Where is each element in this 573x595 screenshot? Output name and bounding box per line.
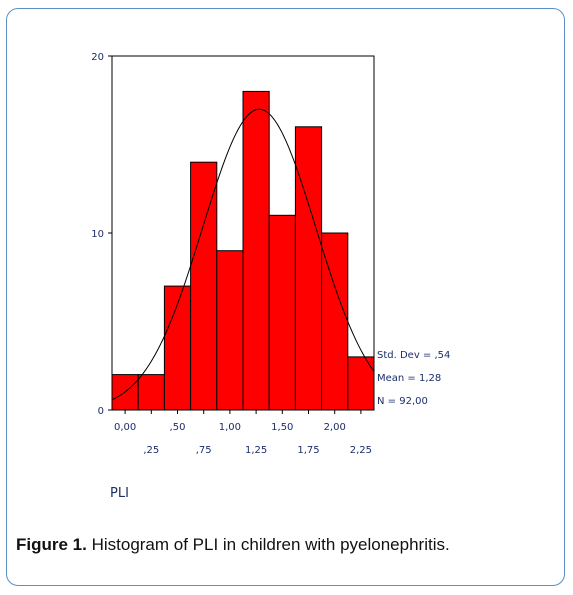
histogram-bar [294, 126, 323, 411]
stats-line: Std. Dev = ,54 [377, 350, 450, 361]
histogram-bar [216, 250, 244, 411]
stats-box: Std. Dev = ,54 Mean = 1,28 N = 92,00 [377, 350, 450, 407]
normal-curve [111, 108, 375, 401]
histogram-bars [111, 90, 375, 411]
histogram-bar [190, 161, 218, 411]
y-axis: 0 10 20 [91, 52, 112, 417]
stats-line: Mean = 1,28 [377, 373, 441, 384]
histogram-bar [347, 356, 375, 411]
histogram-bar [137, 374, 165, 411]
histogram-chart: 0 10 20 0,00 ,50 1,00 1,50 2,00 ,25 ,75 1,25 1,75 2… [91, 52, 450, 501]
x-tick-label: 0,00 [114, 422, 136, 433]
stats-line: N = 92,00 [377, 396, 428, 407]
histogram-bar [268, 214, 296, 411]
figure-label: Figure 1. [16, 535, 87, 554]
x-axis-label: PLI [110, 486, 129, 501]
histogram-bar [242, 90, 270, 411]
x-tick-label: ,50 [170, 422, 186, 433]
x-tick-label: 1,50 [271, 422, 293, 433]
x-tick-label: ,25 [143, 445, 159, 456]
x-tick-label: ,75 [196, 445, 212, 456]
figure-caption: Figure 1. Histogram of PLI in children w… [16, 535, 450, 555]
figure-caption-text: Histogram of PLI in children with pyelon… [86, 535, 450, 554]
y-tick-label: 0 [98, 406, 104, 417]
x-tick-label: 2,00 [324, 422, 346, 433]
x-tick-label: 1,25 [245, 445, 267, 456]
x-axis: 0,00 ,50 1,00 1,50 2,00 ,25 ,75 1,25 1,75 2,25 [114, 410, 372, 456]
y-tick-label: 10 [91, 229, 104, 240]
x-tick-label: 1,00 [219, 422, 241, 433]
x-tick-label: 1,75 [297, 445, 319, 456]
x-tick-label: 2,25 [350, 445, 372, 456]
y-tick-label: 20 [91, 52, 104, 63]
